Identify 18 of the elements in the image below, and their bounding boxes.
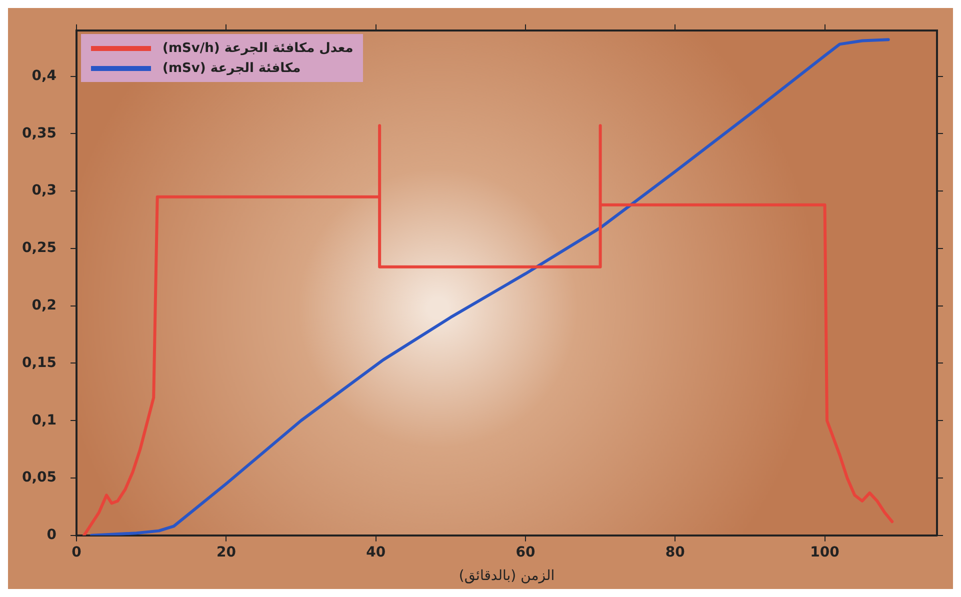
y-tick-label: 0,1 [32,412,57,428]
y-tick-label: 0,4 [32,68,57,84]
x-tick-label: 80 [665,544,686,560]
y-tick-label: 0,35 [22,125,57,142]
y-tick-label: 0,25 [22,240,57,256]
legend-label: مكافئة الجرعة (mSv) [162,60,301,76]
y-tick-label: 0,3 [32,182,57,199]
legend-label: معدل مكافئة الجرعة (mSv/h) [162,40,354,56]
x-tick-label: 40 [366,544,386,560]
y-tick-label: 0,05 [22,470,57,486]
x-tick-label: 0 [72,544,82,560]
y-tick-label: 0,2 [32,297,57,314]
x-axis-title: الزمن (بالدقائق) [458,568,555,584]
x-tick-label: 20 [216,544,236,560]
y-tick-label: 0 [46,527,57,544]
x-tick-label: 60 [516,544,536,560]
y-tick-label: 0,15 [22,354,57,371]
x-tick-label: 100 [810,544,840,560]
